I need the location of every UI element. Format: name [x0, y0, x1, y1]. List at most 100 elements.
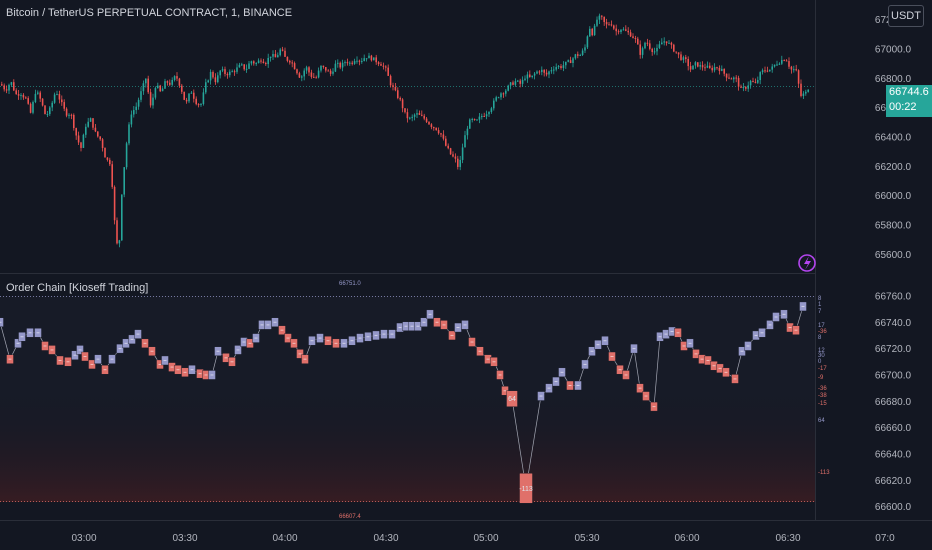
candle-body — [200, 103, 202, 105]
candle-body — [265, 63, 267, 65]
candle-body — [692, 65, 694, 70]
candle-body — [349, 62, 351, 64]
candle-body — [773, 64, 776, 67]
order-chain-node-mark — [644, 395, 648, 397]
candle-body — [224, 69, 226, 74]
candle-body — [521, 79, 524, 84]
candle-body — [778, 63, 781, 65]
order-chain-node-mark — [456, 327, 460, 329]
order-chain-node — [519, 473, 533, 504]
order-chain-node-mark — [724, 371, 728, 373]
order-chain-node-mark — [43, 345, 47, 347]
candle-body — [800, 83, 802, 96]
order-chain-node-mark — [596, 344, 600, 346]
candle-body — [161, 88, 164, 92]
candle-body — [495, 97, 497, 101]
candle-body — [164, 81, 166, 89]
order-chain-node-mark — [183, 371, 187, 373]
candle-body — [17, 94, 20, 96]
candle-body — [92, 118, 94, 128]
order-chain-side-label: 17 — [818, 323, 825, 329]
candle-body — [303, 70, 305, 77]
candle-body — [677, 52, 680, 55]
candle-body — [10, 82, 13, 85]
candle-body — [440, 133, 442, 135]
candle-body — [341, 62, 344, 68]
candle-body — [397, 90, 399, 98]
time-axis[interactable]: 03:00 03:30 04:00 04:30 05:00 05:30 06:00 06:30… — [71, 533, 895, 544]
order-chain-node-mark — [204, 374, 208, 376]
candle-body — [409, 117, 411, 119]
candle-body — [255, 63, 257, 65]
indicator-price-axis[interactable]: 66600.0 66620.0 66640.0 66660.0 66680.0 66700… — [875, 291, 912, 513]
candle-body — [428, 121, 430, 125]
last-price: 66744.6 — [889, 86, 929, 98]
order-chain-node-mark — [110, 358, 114, 360]
order-chain-node-label: 64 — [508, 396, 516, 403]
candle-body — [682, 57, 685, 60]
candle-body — [574, 54, 577, 59]
candle-body — [250, 61, 253, 64]
order-chain-side-label: -38 — [818, 393, 827, 399]
candle-body — [608, 24, 610, 26]
order-chain-node-mark — [718, 367, 722, 369]
order-chain-node-mark — [273, 321, 277, 323]
candle-body — [634, 38, 637, 40]
candle-body — [351, 62, 353, 64]
candle-body — [89, 118, 92, 122]
candle-body — [29, 103, 32, 113]
order-chain-node-mark — [326, 340, 330, 342]
candle-body — [262, 61, 265, 64]
candle-body — [135, 106, 137, 111]
order-chain-node-mark — [216, 350, 220, 352]
candle-body — [764, 70, 766, 72]
candle-body — [749, 80, 752, 86]
candle-body — [577, 54, 579, 56]
candle-body — [452, 154, 454, 157]
candle-body — [313, 76, 315, 78]
candle-body — [212, 71, 214, 78]
candle-body — [291, 62, 293, 64]
candle-body — [505, 90, 507, 94]
order-chain-node-mark — [366, 336, 370, 338]
candle-body — [171, 79, 173, 85]
candle-body — [77, 135, 80, 143]
order-chain-node-mark — [16, 342, 20, 344]
candle-body — [233, 71, 236, 73]
candle-body — [742, 87, 745, 89]
candle-body — [529, 74, 531, 77]
candle-body — [257, 60, 260, 64]
order-chain-side-label: -36 — [818, 329, 827, 335]
candle-body — [466, 128, 469, 136]
candle-body — [70, 114, 73, 116]
candle-body — [368, 55, 370, 59]
candle-body — [524, 78, 526, 80]
order-chain-node-mark — [158, 363, 162, 365]
order-chain-node-mark — [224, 357, 228, 359]
candle-body — [377, 62, 380, 65]
price-axis[interactable]: 65600.065800.066000.066200.066400.066600… — [875, 15, 912, 261]
candle-body — [346, 62, 349, 64]
indicator-tick-label: 66760.0 — [875, 291, 912, 302]
indicator-tick-label: 66720.0 — [875, 344, 912, 355]
indicator-tick-label: 66600.0 — [875, 502, 912, 513]
candle-body — [279, 49, 281, 56]
candle-body — [469, 119, 471, 129]
candle-body — [723, 68, 725, 74]
candle-body — [646, 42, 649, 44]
candle-body — [109, 159, 111, 165]
lightning-icon[interactable] — [798, 254, 816, 272]
currency-button[interactable]: USDT — [888, 5, 924, 27]
candle-body — [337, 62, 339, 64]
order-chain-node-mark — [486, 358, 490, 360]
candle-body — [87, 121, 89, 127]
order-chain-node-mark — [350, 340, 354, 342]
candle-body — [471, 118, 473, 120]
candle-body — [785, 60, 788, 62]
candle-body — [406, 112, 409, 119]
candle-body — [243, 64, 245, 70]
candle-body — [718, 67, 721, 71]
candle-body — [531, 75, 533, 77]
candle-body — [730, 78, 733, 80]
